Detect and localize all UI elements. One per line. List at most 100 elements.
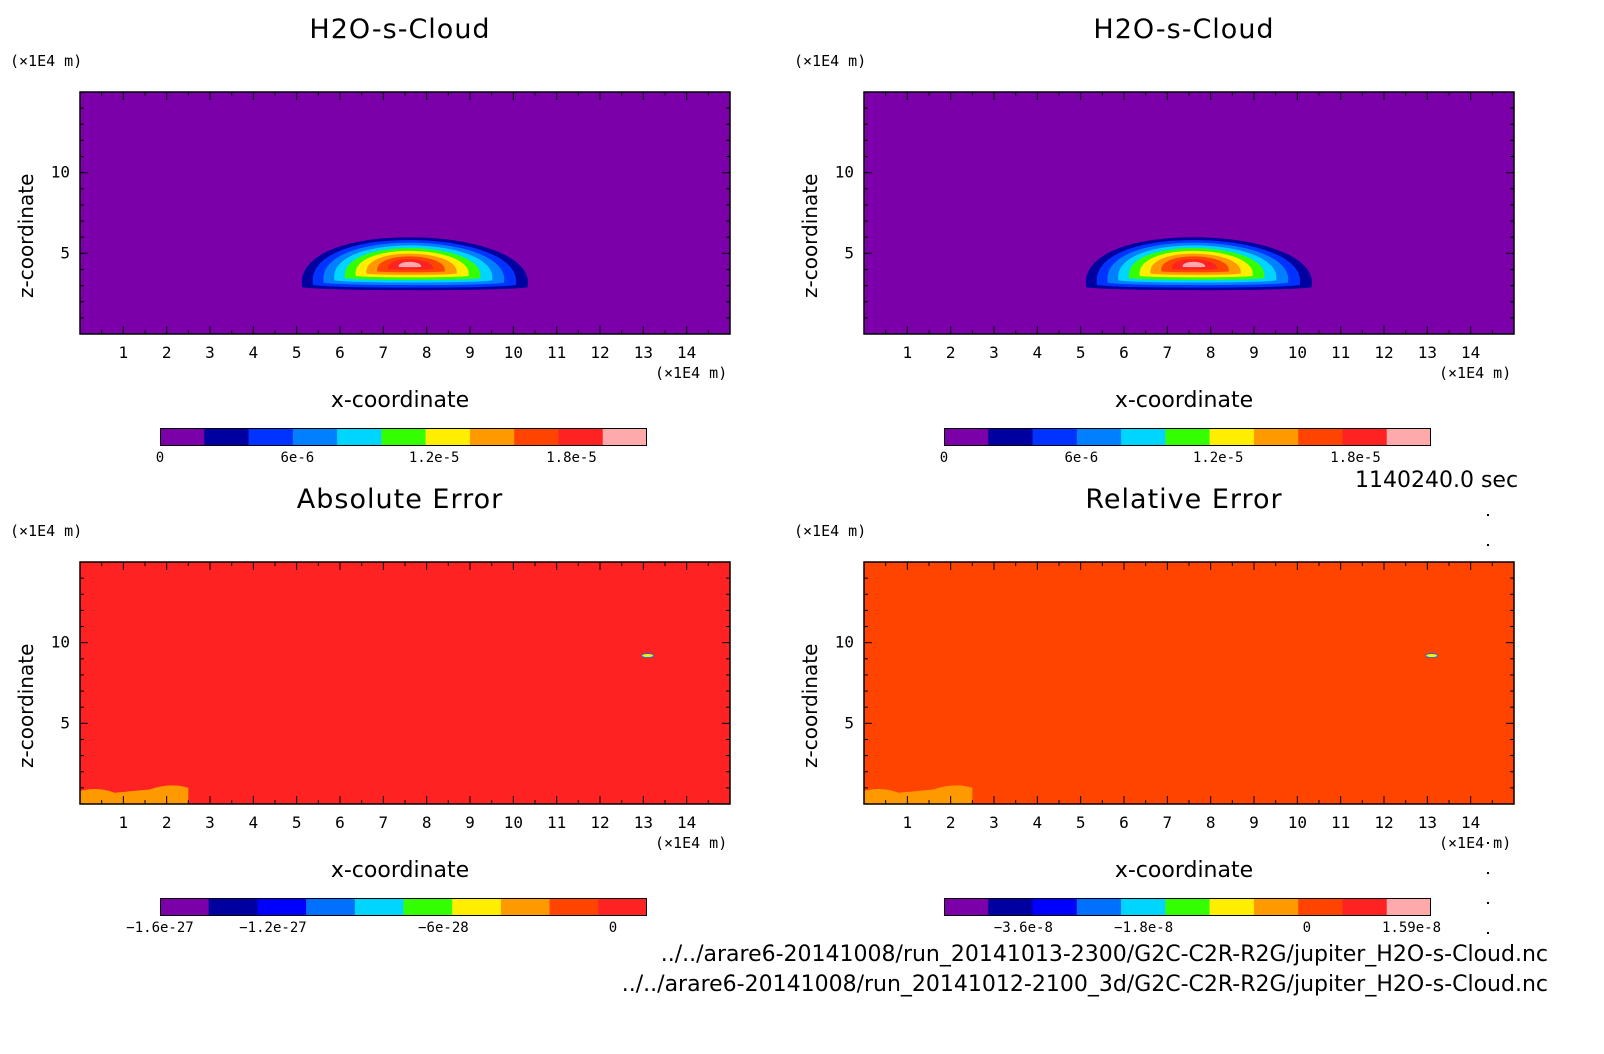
x-tick-label: 14 bbox=[1461, 343, 1480, 362]
colorbar bbox=[944, 898, 1432, 916]
x-tick-label: 1 bbox=[903, 813, 913, 832]
x-tick-label: 14 bbox=[677, 343, 696, 362]
colorbar-tick-label: −1.2e-27 bbox=[239, 920, 307, 936]
colorbar-swatch bbox=[1076, 428, 1122, 446]
colorbar-svg bbox=[944, 898, 1432, 916]
y-axis-label: z-coordinate bbox=[14, 173, 38, 298]
colorbar-tick-label: −1.8e-8 bbox=[1114, 920, 1174, 936]
colorbar-swatch bbox=[1342, 428, 1388, 446]
colorbar-swatch bbox=[425, 428, 471, 446]
x-tick-label: 4 bbox=[249, 343, 259, 362]
x-tick-label: 1 bbox=[119, 813, 129, 832]
x-tick-label: 8 bbox=[422, 343, 432, 362]
x-tick-label: 9 bbox=[1249, 813, 1259, 832]
colorbar-swatch bbox=[1253, 428, 1299, 446]
colorbar-swatch bbox=[500, 898, 551, 916]
colorbar-swatch bbox=[558, 428, 604, 446]
y-unit-label: (×1E4 m) bbox=[10, 52, 83, 70]
colorbar-swatch bbox=[204, 428, 250, 446]
y-unit-label: (×1E4 m) bbox=[10, 522, 83, 540]
colorbar-swatch bbox=[452, 898, 502, 916]
x-tick-label: 9 bbox=[465, 343, 475, 362]
error-region bbox=[864, 785, 973, 804]
x-tick-label: 6 bbox=[335, 813, 345, 832]
colorbar-swatch bbox=[306, 898, 356, 916]
colorbar-swatch bbox=[1121, 428, 1166, 446]
colorbar-swatch bbox=[1165, 428, 1211, 446]
colorbar-swatch bbox=[160, 898, 210, 916]
colorbar-frame bbox=[944, 428, 1431, 446]
x-tick-label: 9 bbox=[1249, 343, 1259, 362]
x-tick-label: 11 bbox=[1331, 813, 1350, 832]
colorbar-swatch bbox=[1032, 428, 1078, 446]
x-tick-label: 5 bbox=[1076, 813, 1086, 832]
x-tick-label: 12 bbox=[590, 813, 609, 832]
colorbar-swatch bbox=[598, 898, 648, 916]
colorbar-tick-label: −6e-28 bbox=[418, 920, 469, 936]
x-tick-label: 4 bbox=[249, 813, 259, 832]
x-tick-label: 2 bbox=[162, 813, 172, 832]
colorbar-swatch bbox=[1253, 898, 1299, 916]
colorbar-swatch bbox=[944, 428, 989, 446]
panel-title: Absolute Error bbox=[296, 484, 504, 515]
x-tick-label: 4 bbox=[1033, 343, 1043, 362]
file-path: ../../arare6-20141008/run_20141013-2300/… bbox=[660, 942, 1548, 967]
colorbar-swatch bbox=[403, 898, 453, 916]
colorbar-swatch bbox=[469, 428, 515, 446]
plot-area: 1 2 3 4 5 6 7 8 9 10 11 12 13 14 5 10 bbox=[51, 91, 731, 362]
x-axis-label: x-coordinate bbox=[330, 858, 470, 883]
colorbar-swatch bbox=[944, 898, 989, 916]
colorbar-swatch bbox=[208, 898, 258, 916]
colorbar-ticks: −3.6e-8 −1.8e-8 0 1.59e-8 bbox=[944, 920, 1441, 940]
colorbar-ticks: −1.6e-27 −1.2e-27 −6e-28 0 bbox=[126, 920, 647, 940]
x-tick-label: 11 bbox=[1331, 343, 1350, 362]
x-tick-label: 10 bbox=[504, 813, 523, 832]
x-tick-label: 12 bbox=[590, 343, 609, 362]
x-tick-label: 6 bbox=[1119, 813, 1129, 832]
colorbar-swatch bbox=[1298, 428, 1343, 446]
plot-area: 1 2 3 4 5 6 7 8 9 10 11 12 13 14 5 10 bbox=[835, 561, 1515, 832]
x-tick-label: 8 bbox=[1206, 343, 1216, 362]
colorbar-tick-label: 1.8e-5 bbox=[1330, 450, 1381, 466]
colorbar-tick-label: 6e-6 bbox=[280, 450, 315, 466]
colorbar-frame bbox=[944, 898, 1431, 916]
x-tick-label: 13 bbox=[634, 343, 653, 362]
colorbar-swatch bbox=[1342, 898, 1388, 916]
field-background bbox=[80, 92, 730, 334]
marker-dot bbox=[1487, 902, 1489, 904]
x-tick-label: 3 bbox=[205, 343, 215, 362]
panel-title: H2O-s-Cloud bbox=[1093, 14, 1275, 45]
colorbar-tick-label: −3.6e-8 bbox=[993, 920, 1053, 936]
x-tick-label: 10 bbox=[1288, 343, 1307, 362]
x-tick-label: 8 bbox=[1206, 813, 1216, 832]
colorbar-swatch bbox=[1165, 898, 1211, 916]
x-tick-label: 3 bbox=[989, 343, 999, 362]
panel-relative-error: Relative Error (×1E4 m) (×1E4 m) x-coordina… bbox=[784, 470, 1564, 940]
x-tick-label: 7 bbox=[379, 343, 389, 362]
error-spot bbox=[1425, 653, 1439, 658]
y-axis-label: z-coordinate bbox=[798, 643, 822, 768]
panel-title: H2O-s-Cloud bbox=[309, 14, 491, 45]
x-tick-label: 4 bbox=[1033, 813, 1043, 832]
x-tick-label: 12 bbox=[1374, 813, 1393, 832]
colorbar-swatch bbox=[354, 898, 404, 916]
x-tick-label: 1 bbox=[119, 343, 129, 362]
colorbar-swatch bbox=[1032, 898, 1078, 916]
colorbar-swatch bbox=[988, 898, 1034, 916]
y-tick-label: 5 bbox=[60, 713, 70, 732]
x-tick-label: 2 bbox=[162, 343, 172, 362]
error-region bbox=[80, 785, 189, 804]
error-spot bbox=[641, 653, 655, 658]
colorbar-swatch bbox=[292, 428, 338, 446]
x-unit-label: (×1E4 m) bbox=[655, 834, 728, 852]
x-tick-label: 5 bbox=[292, 343, 302, 362]
colorbar-tick-label: 0 bbox=[155, 450, 165, 466]
marker-dot bbox=[1487, 932, 1489, 934]
colorbar-tick-label: 1.2e-5 bbox=[1192, 450, 1244, 466]
x-tick-label: 10 bbox=[1288, 813, 1307, 832]
colorbar-swatch bbox=[381, 428, 427, 446]
colorbar-svg bbox=[160, 428, 648, 446]
